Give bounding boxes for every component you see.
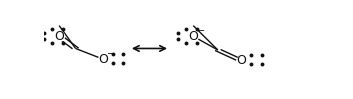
Text: O: O: [236, 54, 246, 67]
Text: −: −: [107, 49, 115, 59]
Text: −: −: [197, 26, 205, 36]
Text: O: O: [54, 30, 64, 43]
Text: O: O: [98, 53, 108, 66]
Text: O: O: [188, 30, 198, 43]
